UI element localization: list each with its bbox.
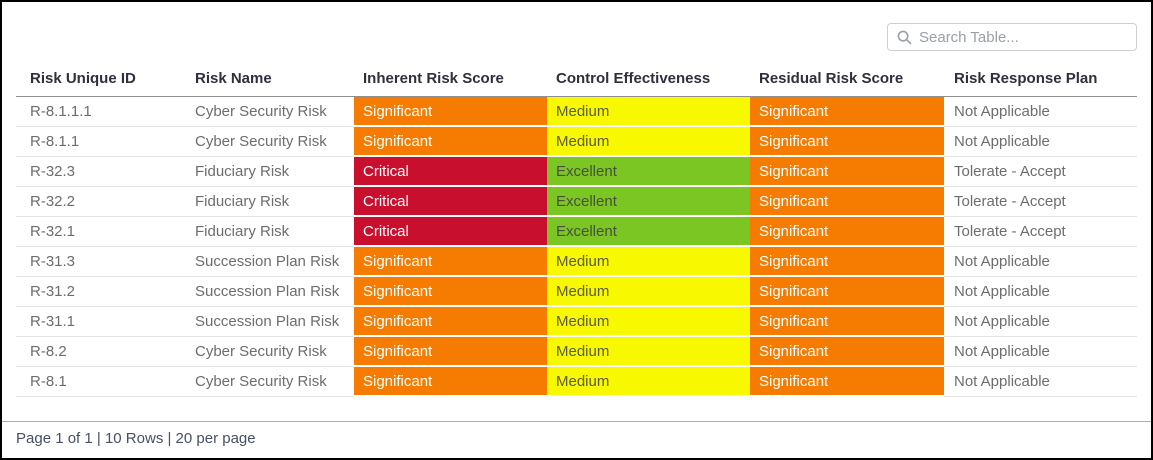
table-toolbar [2,2,1151,60]
table-row[interactable]: R-8.1.1.1 Cyber Security Risk Significant M… [16,97,1137,127]
table-row[interactable]: R-31.1 Succession Plan Risk Significant Med… [16,307,1137,337]
cell-inherent: Significant [354,307,547,337]
cell-residual: Significant [750,97,944,127]
column-header-risk-name[interactable]: Risk Name [186,60,354,97]
cell-id: R-32.1 [16,217,186,247]
cell-name: Succession Plan Risk [186,307,354,337]
cell-response: Tolerate - Accept [944,187,1137,217]
column-header-control-effectiveness[interactable]: Control Effectiveness [547,60,750,97]
cell-name: Fiduciary Risk [186,157,354,187]
cell-residual: Significant [750,157,944,187]
search-input[interactable] [919,28,1136,46]
cell-response: Tolerate - Accept [944,157,1137,187]
cell-residual: Significant [750,307,944,337]
cell-name: Fiduciary Risk [186,217,354,247]
cell-response: Not Applicable [944,277,1137,307]
cell-control: Medium [547,367,750,397]
cell-response: Not Applicable [944,97,1137,127]
cell-inherent: Significant [354,367,547,397]
cell-control: Medium [547,247,750,277]
cell-inherent: Significant [354,247,547,277]
cell-response: Not Applicable [944,127,1137,157]
cell-residual: Significant [750,277,944,307]
cell-control: Medium [547,97,750,127]
cell-residual: Significant [750,247,944,277]
table-row[interactable]: R-8.2 Cyber Security Risk Significant Mediu… [16,337,1137,367]
cell-residual: Significant [750,217,944,247]
cell-id: R-8.1.1.1 [16,97,186,127]
cell-id: R-8.1.1 [16,127,186,157]
cell-id: R-8.1 [16,367,186,397]
cell-control: Excellent [547,217,750,247]
cell-id: R-31.2 [16,277,186,307]
cell-residual: Significant [750,367,944,397]
cell-response: Tolerate - Accept [944,217,1137,247]
cell-control: Medium [547,307,750,337]
table-row[interactable]: R-8.1.1 Cyber Security Risk Significant Med… [16,127,1137,157]
cell-residual: Significant [750,337,944,367]
cell-name: Fiduciary Risk [186,187,354,217]
table-row[interactable]: R-32.1 Fiduciary Risk Critical Excellent Sig… [16,217,1137,247]
cell-inherent: Critical [354,187,547,217]
cell-control: Excellent [547,157,750,187]
cell-name: Cyber Security Risk [186,367,354,397]
cell-inherent: Critical [354,217,547,247]
search-box [887,23,1137,51]
cell-name: Cyber Security Risk [186,337,354,367]
table-row[interactable]: R-32.2 Fiduciary Risk Critical Excellent Sig… [16,187,1137,217]
header-row: Risk Unique ID Risk Name Inherent Risk Sco… [16,60,1137,97]
cell-control: Medium [547,337,750,367]
cell-control: Medium [547,277,750,307]
column-header-risk-response-plan[interactable]: Risk Response Plan [944,60,1137,97]
table-row[interactable]: R-32.3 Fiduciary Risk Critical Excellent Sig… [16,157,1137,187]
risk-table: Risk Unique ID Risk Name Inherent Risk Sco… [16,60,1137,397]
table-row[interactable]: R-31.2 Succession Plan Risk Significant Med… [16,277,1137,307]
table-row[interactable]: R-8.1 Cyber Security Risk Significant Mediu… [16,367,1137,397]
cell-response: Not Applicable [944,337,1137,367]
table-row[interactable]: R-31.3 Succession Plan Risk Significant Med… [16,247,1137,277]
column-header-residual-risk-score[interactable]: Residual Risk Score [750,60,944,97]
cell-name: Cyber Security Risk [186,97,354,127]
cell-response: Not Applicable [944,247,1137,277]
cell-inherent: Significant [354,277,547,307]
cell-inherent: Significant [354,127,547,157]
cell-name: Cyber Security Risk [186,127,354,157]
cell-control: Medium [547,127,750,157]
cell-name: Succession Plan Risk [186,277,354,307]
cell-id: R-31.3 [16,247,186,277]
pagination-status: Page 1 of 1 | 10 Rows | 20 per page [2,421,1151,458]
cell-name: Succession Plan Risk [186,247,354,277]
cell-id: R-8.2 [16,337,186,367]
cell-inherent: Critical [354,157,547,187]
search-icon [897,30,912,44]
cell-residual: Significant [750,127,944,157]
cell-residual: Significant [750,187,944,217]
table-body: R-8.1.1.1 Cyber Security Risk Significant M… [16,97,1137,397]
cell-id: R-31.1 [16,307,186,337]
column-header-inherent-risk-score[interactable]: Inherent Risk Score [354,60,547,97]
cell-response: Not Applicable [944,307,1137,337]
cell-response: Not Applicable [944,367,1137,397]
table-header: Risk Unique ID Risk Name Inherent Risk Sco… [16,60,1137,97]
cell-inherent: Significant [354,97,547,127]
column-header-risk-unique-id[interactable]: Risk Unique ID [16,60,186,97]
cell-control: Excellent [547,187,750,217]
cell-id: R-32.3 [16,157,186,187]
cell-id: R-32.2 [16,187,186,217]
cell-inherent: Significant [354,337,547,367]
